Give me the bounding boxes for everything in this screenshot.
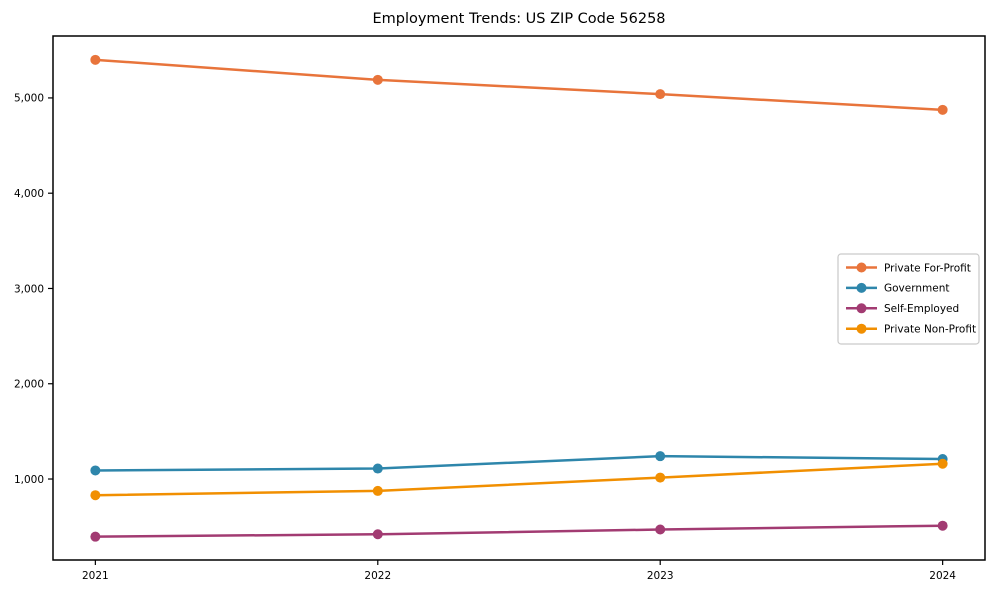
- data-point-private-non-profit-2023: [655, 472, 666, 483]
- y-tick-label: 4,000: [14, 188, 44, 200]
- legend-label: Government: [884, 283, 949, 295]
- data-point-private-for-profit-2022: [372, 74, 383, 85]
- series-line-self-employed: [94, 524, 944, 538]
- x-axis: 2021 2022 2023 2024: [82, 560, 956, 582]
- data-point-government-2021: [90, 465, 101, 476]
- y-tick-label: 3,000: [14, 283, 44, 295]
- y-tick-label: 2,000: [14, 379, 44, 391]
- data-point-self-employed-2024: [937, 520, 948, 531]
- data-point-self-employed-2021: [90, 531, 101, 542]
- data-point-self-employed-2023: [655, 524, 666, 535]
- y-axis: 1,000 2,000 3,000 4,000 5,000: [14, 93, 53, 486]
- data-point-self-employed-2022: [372, 529, 383, 540]
- legend-marker-icon: [856, 282, 867, 293]
- data-point-private-for-profit-2021: [90, 54, 101, 65]
- series-private-for-profit: [90, 54, 948, 115]
- legend-marker-icon: [856, 262, 867, 273]
- legend-item-self-employed: Self-Employed: [846, 303, 959, 315]
- x-tick-label: 2023: [647, 570, 674, 582]
- x-tick-label: 2024: [929, 570, 956, 582]
- data-point-private-non-profit-2021: [90, 490, 101, 501]
- series-self-employed: [90, 520, 948, 542]
- chart-title: Employment Trends: US ZIP Code 56258: [372, 11, 665, 27]
- series-line-government: [94, 454, 944, 472]
- data-point-private-for-profit-2024: [937, 104, 948, 115]
- legend-item-private-non-profit: Private Non-Profit: [846, 324, 976, 336]
- y-tick-label: 1,000: [14, 474, 44, 486]
- legend: Private For-Profit Government Self-Employe…: [837, 253, 980, 345]
- y-tick-label: 5,000: [14, 93, 44, 105]
- legend-item-private-for-profit: Private For-Profit: [846, 262, 971, 274]
- x-tick-label: 2021: [82, 570, 109, 582]
- legend-marker-icon: [856, 303, 867, 314]
- series-private-non-profit: [90, 458, 948, 501]
- legend-label: Private Non-Profit: [884, 324, 976, 336]
- series-government: [90, 451, 948, 476]
- legend-box: [837, 253, 980, 345]
- x-tick-label: 2022: [364, 570, 391, 582]
- data-point-private-non-profit-2022: [372, 485, 383, 496]
- legend-label: Self-Employed: [884, 303, 959, 315]
- legend-item-government: Government: [846, 283, 949, 295]
- legend-label: Private For-Profit: [884, 262, 971, 274]
- plot-area-border: [52, 35, 986, 561]
- series-line-private-non-profit: [94, 462, 944, 497]
- series-line-private-for-profit: [94, 58, 944, 112]
- data-point-private-non-profit-2024: [937, 458, 948, 469]
- data-point-government-2023: [655, 451, 666, 462]
- legend-marker-icon: [856, 323, 867, 334]
- data-point-government-2022: [372, 463, 383, 474]
- data-point-private-for-profit-2023: [655, 89, 666, 100]
